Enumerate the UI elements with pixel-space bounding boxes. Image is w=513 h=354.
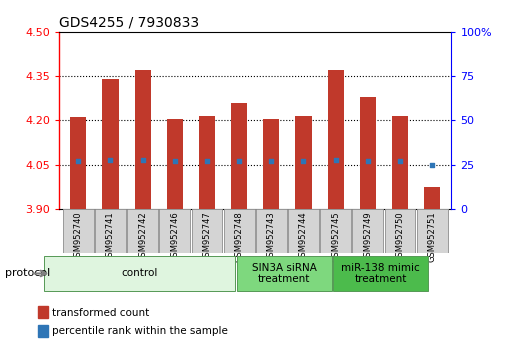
Bar <box>333 256 428 291</box>
Bar <box>417 209 447 253</box>
Bar <box>103 79 119 209</box>
Text: GSM952744: GSM952744 <box>299 211 308 262</box>
Text: GDS4255 / 7930833: GDS4255 / 7930833 <box>59 15 199 29</box>
Point <box>171 158 179 164</box>
Bar <box>263 119 280 209</box>
Text: GSM952746: GSM952746 <box>170 211 180 262</box>
Bar <box>295 116 311 209</box>
Bar <box>191 209 223 253</box>
Bar <box>134 70 151 209</box>
Bar <box>385 209 416 253</box>
Bar <box>236 256 332 291</box>
Text: transformed count: transformed count <box>52 308 149 318</box>
Text: percentile rank within the sample: percentile rank within the sample <box>52 326 228 337</box>
Point <box>106 157 114 163</box>
Text: GSM952743: GSM952743 <box>267 211 276 262</box>
Bar <box>95 209 126 253</box>
Text: control: control <box>121 268 157 279</box>
Text: miR-138 mimic
treatment: miR-138 mimic treatment <box>341 263 420 284</box>
Bar <box>160 209 190 253</box>
Text: GSM952747: GSM952747 <box>203 211 211 262</box>
Bar <box>127 209 158 253</box>
Text: GSM952748: GSM952748 <box>234 211 244 262</box>
Text: GSM952750: GSM952750 <box>396 211 404 262</box>
Point <box>203 158 211 164</box>
Point <box>300 158 308 164</box>
Bar <box>256 209 287 253</box>
Point <box>396 158 404 164</box>
Point <box>331 157 340 163</box>
Bar <box>360 97 376 209</box>
Point <box>267 158 275 164</box>
Bar <box>37 325 48 337</box>
Bar <box>231 103 247 209</box>
Text: GSM952749: GSM952749 <box>363 211 372 262</box>
Bar <box>224 209 254 253</box>
Text: GSM952751: GSM952751 <box>428 211 437 262</box>
Point <box>139 157 147 163</box>
Bar <box>328 70 344 209</box>
Bar <box>320 209 351 253</box>
Text: GSM952745: GSM952745 <box>331 211 340 262</box>
Point <box>428 162 436 167</box>
Text: GSM952740: GSM952740 <box>74 211 83 262</box>
Bar <box>392 116 408 209</box>
Bar <box>167 119 183 209</box>
Text: GSM952741: GSM952741 <box>106 211 115 262</box>
Point <box>74 158 83 164</box>
Bar <box>44 256 235 291</box>
Point <box>364 158 372 164</box>
Bar <box>424 187 440 209</box>
Bar <box>70 118 86 209</box>
Bar <box>37 306 48 318</box>
Bar <box>199 116 215 209</box>
Text: protocol: protocol <box>5 268 50 279</box>
Bar <box>63 209 94 253</box>
Bar <box>288 209 319 253</box>
Text: SIN3A siRNA
treatment: SIN3A siRNA treatment <box>252 263 317 284</box>
Bar <box>352 209 383 253</box>
Point <box>235 158 243 164</box>
Text: GSM952742: GSM952742 <box>138 211 147 262</box>
